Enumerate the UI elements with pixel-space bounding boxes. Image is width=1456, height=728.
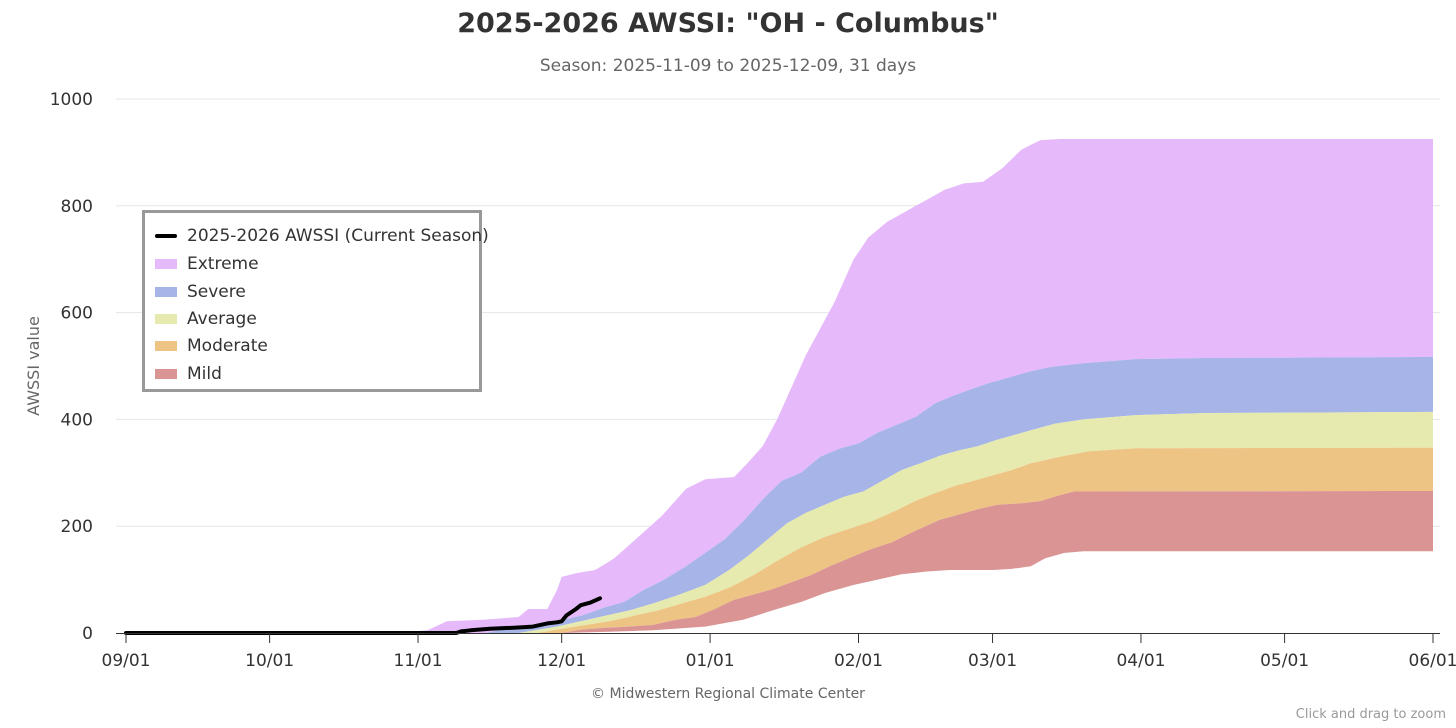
x-tick-label-11-01: 11/01 [394, 651, 443, 671]
x-tick-label-05-01: 05/01 [1260, 651, 1309, 671]
x-tick-label-12-01: 12/01 [537, 651, 586, 671]
legend-swatch [155, 287, 177, 297]
legend-item-mild[interactable]: Mild [155, 361, 222, 387]
legend-swatch [155, 369, 177, 379]
band-average[interactable] [518, 411, 1433, 633]
y-tick-label-400: 400 [61, 410, 93, 430]
y-axis-title: AWSSI value [24, 316, 43, 416]
legend-item-moderate[interactable]: Moderate [155, 333, 268, 359]
series-line-current-season[interactable] [124, 596, 602, 635]
legend-label: Severe [187, 282, 246, 302]
legend-swatch [155, 341, 177, 351]
legend-item-severe[interactable]: Severe [155, 279, 246, 305]
legend-label: Extreme [187, 254, 259, 274]
band-moderate[interactable] [537, 447, 1433, 633]
x-tick-label-09-01: 09/01 [102, 651, 151, 671]
legend-item-average[interactable]: Average [155, 306, 257, 332]
y-tick-label-0: 0 [82, 624, 93, 644]
chart-legend: 2025-2026 AWSSI (Current Season) Extreme… [142, 210, 489, 392]
chart-title: 2025-2026 AWSSI: "OH - Columbus" [457, 8, 999, 39]
legend-label: Average [187, 309, 257, 329]
x-tick-label-01-01: 01/01 [686, 651, 735, 671]
legend-swatch [155, 259, 177, 269]
band-severe[interactable] [485, 356, 1434, 633]
y-tick-label-1000: 1000 [50, 90, 93, 110]
y-tick-label-600: 600 [61, 304, 93, 324]
chart-subtitle: Season: 2025-11-09 to 2025-12-09, 31 day… [539, 56, 917, 76]
x-tick-label-06-01: 06/01 [1409, 651, 1456, 671]
legend-line-symbol [155, 234, 177, 238]
legend-label: Mild [187, 364, 222, 384]
x-tick-label-03-01: 03/01 [968, 651, 1017, 671]
legend-label: 2025-2026 AWSSI (Current Season) [187, 226, 489, 246]
x-tick-label-10-01: 10/01 [245, 651, 294, 671]
legend-item-extreme[interactable]: Extreme [155, 251, 259, 277]
legend-label: Moderate [187, 336, 268, 356]
legend-swatch [155, 314, 177, 324]
zoom-hint: Click and drag to zoom [1295, 707, 1446, 722]
band-mild[interactable] [561, 491, 1433, 633]
y-tick-label-200: 200 [61, 517, 93, 537]
legend-item-current-season[interactable]: 2025-2026 AWSSI (Current Season) [155, 223, 489, 249]
y-tick-label-800: 800 [61, 197, 93, 217]
x-tick-label-04-01: 04/01 [1116, 651, 1165, 671]
band-extreme[interactable] [394, 139, 1434, 633]
x-tick-label-02-01: 02/01 [834, 651, 883, 671]
chart-credits[interactable]: © Midwestern Regional Climate Center [591, 686, 865, 702]
